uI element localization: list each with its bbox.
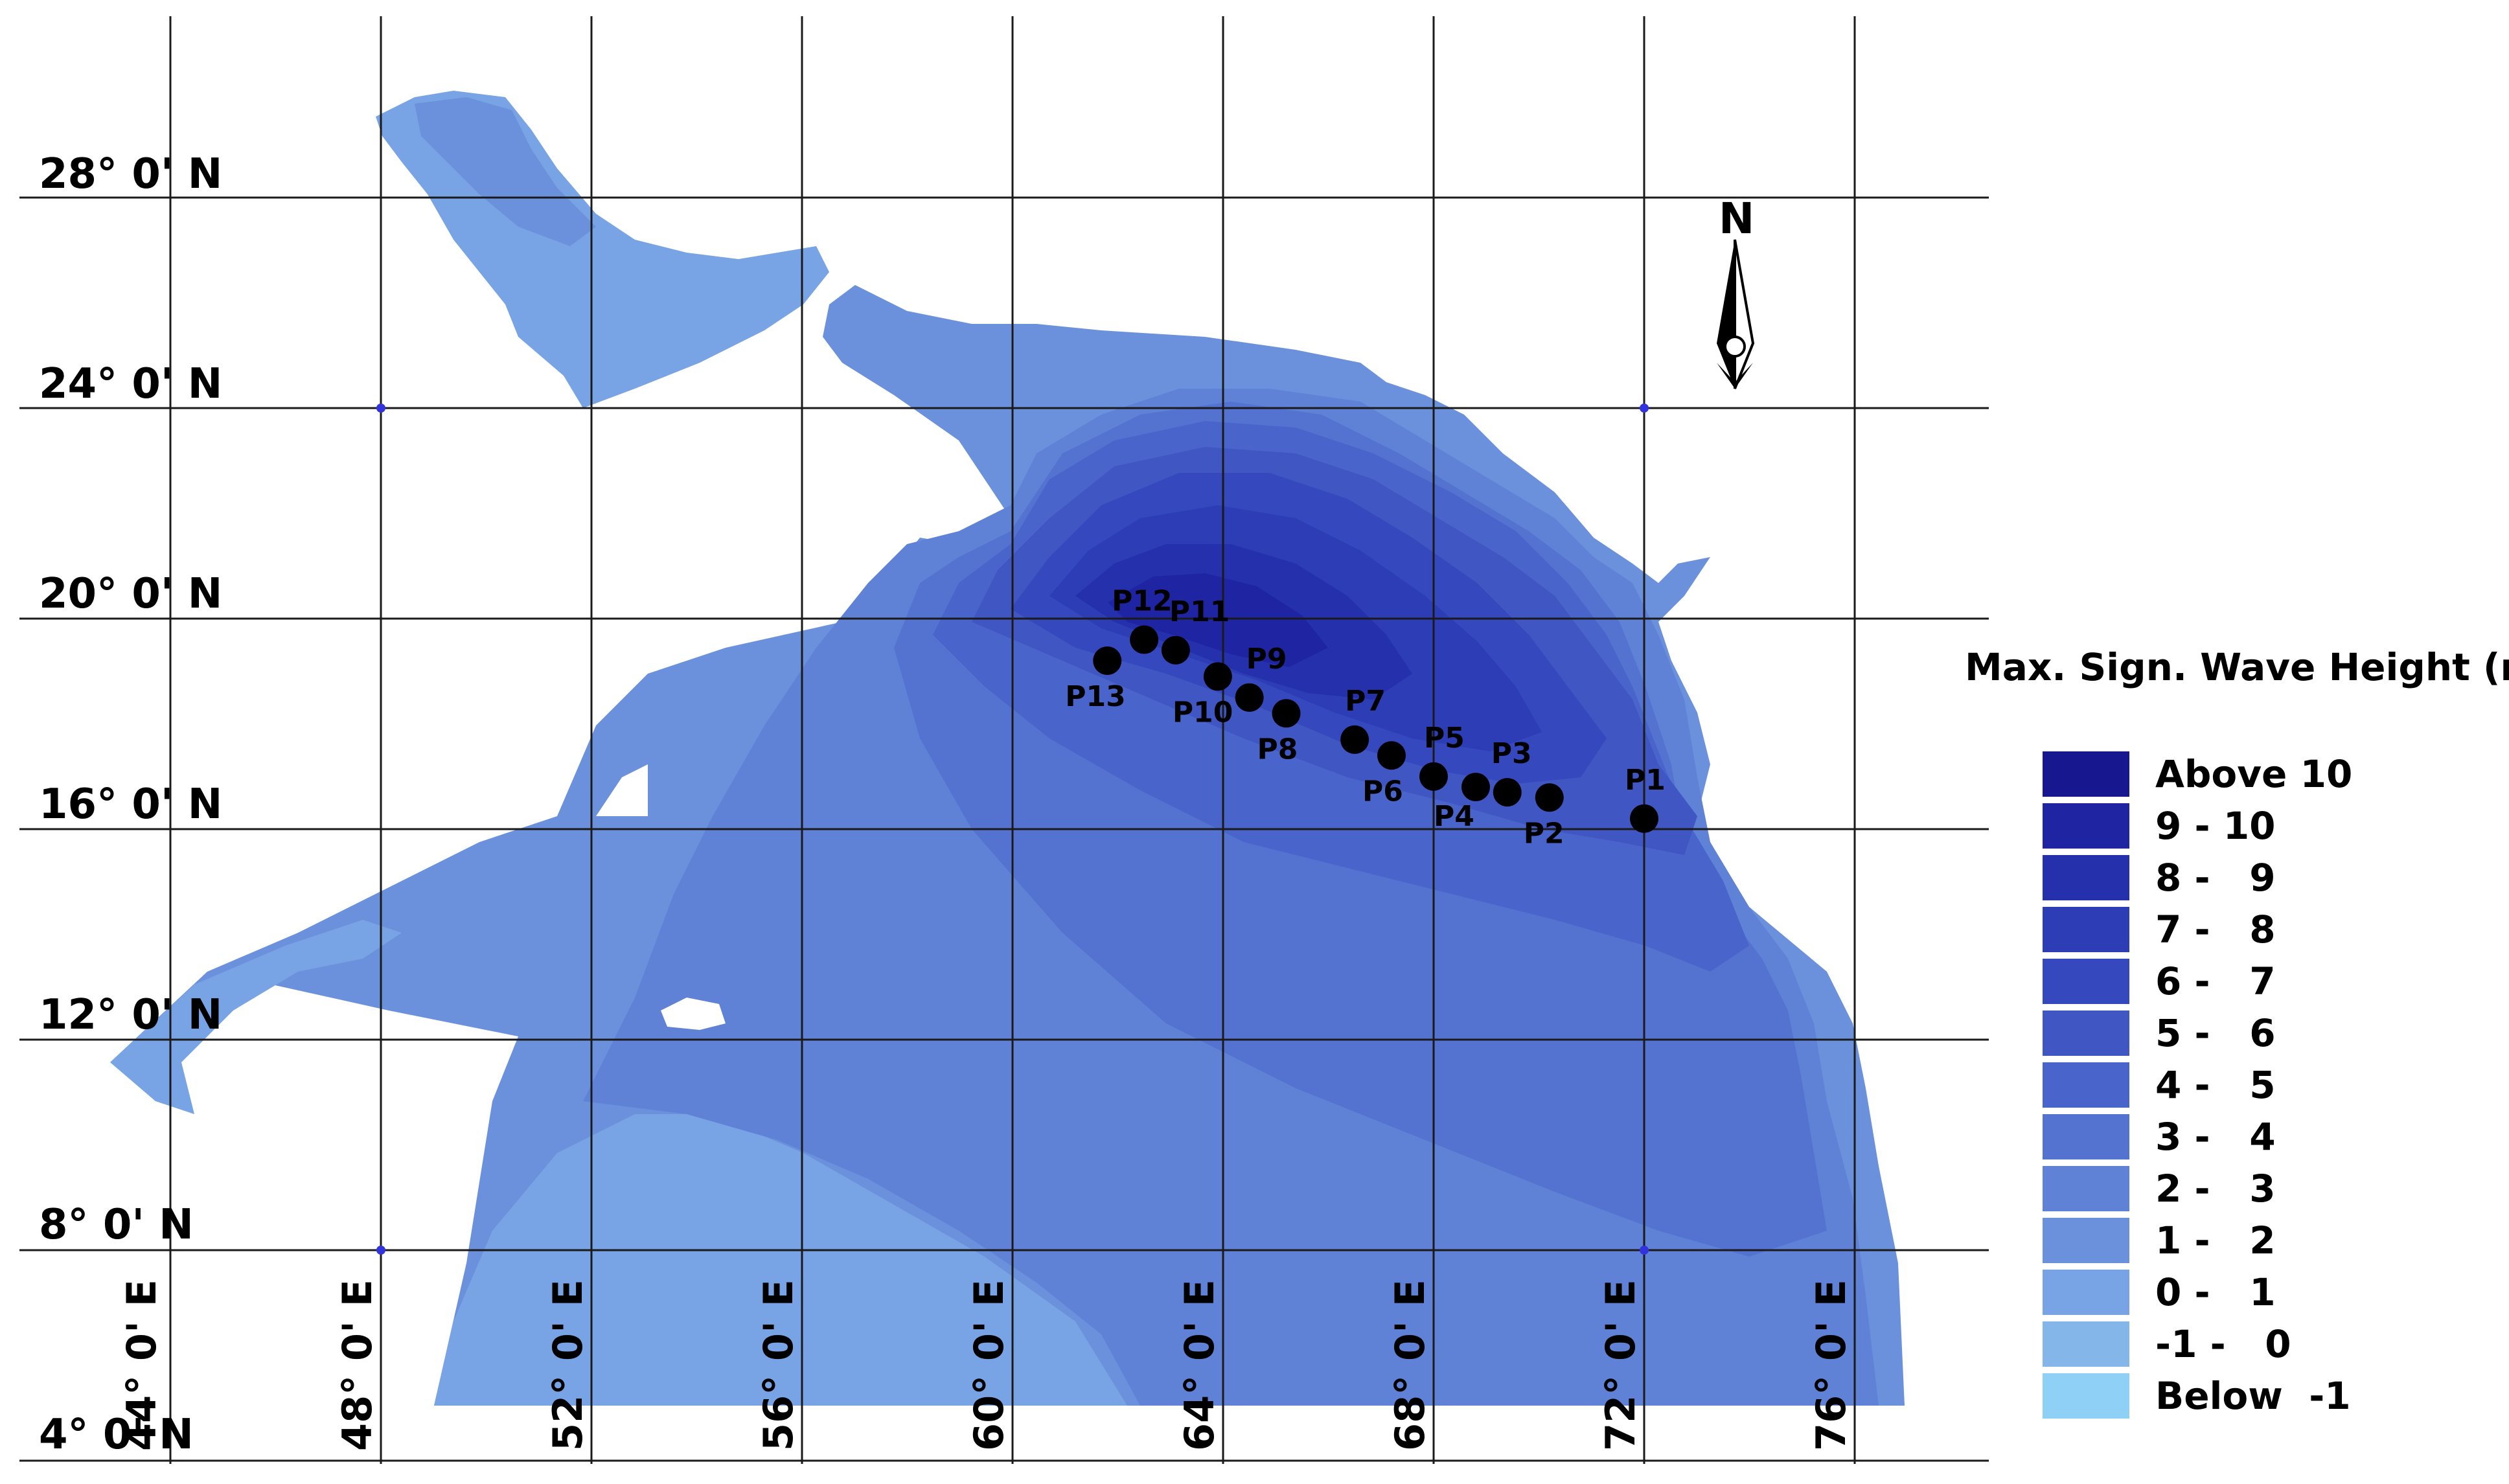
sample-point-marker <box>1493 778 1522 807</box>
legend-label: 0 - 1 <box>2155 1270 2276 1314</box>
legend-title: Max. Sign. Wave Height (m) <box>1965 645 2509 689</box>
lon-label: 76° 0' E <box>1807 1279 1855 1451</box>
sample-point-label: P9 <box>1246 643 1287 676</box>
lat-label: 28° 0' N <box>39 150 222 198</box>
sample-point-label: P2 <box>1524 817 1564 850</box>
longitude-labels: 44° 0' E 48° 0' E 52° 0' E 56° 0' E 60° … <box>118 1279 1855 1451</box>
legend-label: 7 - 8 <box>2155 908 2276 952</box>
sample-point-label: P11 <box>1169 595 1230 628</box>
contour-gulf-north <box>415 97 596 246</box>
legend-swatch <box>2043 1218 2129 1263</box>
sample-point-marker <box>1235 683 1264 712</box>
sample-point-label: P8 <box>1257 733 1298 766</box>
north-arrow-pivot <box>1724 336 1746 358</box>
legend-swatch <box>2043 1010 2129 1056</box>
lat-label: 12° 0' N <box>39 991 222 1039</box>
north-label: N <box>1719 194 1754 244</box>
legend-swatch <box>2043 907 2129 952</box>
wave-contours <box>110 91 1905 1406</box>
contour-9-10 <box>1108 573 1328 667</box>
lat-label: 4° 0' N <box>39 1411 194 1459</box>
legend-swatch <box>2043 959 2129 1004</box>
legend-swatch <box>2043 1270 2129 1315</box>
legend-swatch <box>2043 803 2129 849</box>
legend-swatch <box>2043 751 2129 797</box>
sample-point-marker <box>1272 699 1301 728</box>
legend-swatch <box>2043 1373 2129 1419</box>
lon-label: 60° 0' E <box>965 1279 1013 1451</box>
lon-label: 64° 0' E <box>1176 1279 1223 1451</box>
legend-label: 3 - 4 <box>2155 1115 2276 1159</box>
sample-point-marker <box>1093 646 1122 675</box>
sample-point-label: P3 <box>1491 737 1532 770</box>
legend-label: 6 - 7 <box>2155 959 2276 1003</box>
legend-swatch <box>2043 1166 2129 1211</box>
lat-label: 20° 0' N <box>39 570 222 618</box>
lon-label: 68° 0' E <box>1386 1279 1434 1451</box>
legend-swatch <box>2043 1321 2129 1367</box>
legend-swatch <box>2043 855 2129 900</box>
lon-label: 48° 0' E <box>334 1279 381 1451</box>
sample-point-label: P10 <box>1173 696 1233 729</box>
sample-point-marker <box>1419 762 1448 791</box>
sample-point-label: P5 <box>1424 722 1465 755</box>
legend-label: 4 - 5 <box>2155 1063 2276 1107</box>
land-notch-oman <box>596 764 648 816</box>
grid-marker-dots <box>376 404 1649 1255</box>
sample-point-label: P1 <box>1625 764 1666 797</box>
sample-point-marker <box>1630 804 1658 833</box>
sample-point-label: P4 <box>1434 800 1474 833</box>
sample-point-marker <box>1340 725 1369 754</box>
sample-point-marker <box>1535 783 1564 812</box>
sample-point-marker <box>1161 635 1190 665</box>
lon-label: 52° 0' E <box>544 1279 591 1451</box>
sample-point-label: P6 <box>1362 775 1403 808</box>
sample-point-label: P7 <box>1345 685 1386 718</box>
sample-point-marker <box>1461 773 1490 801</box>
island-socotra <box>661 998 726 1030</box>
legend-label: -1 - 0 <box>2155 1322 2291 1366</box>
sample-point-label: P13 <box>1065 680 1125 713</box>
lat-label: 24° 0' N <box>39 360 222 408</box>
grid-dot <box>1640 1246 1649 1255</box>
lon-label: 72° 0' E <box>1597 1279 1644 1451</box>
legend-swatch <box>2043 1114 2129 1159</box>
legend-label: 5 - 6 <box>2155 1011 2276 1055</box>
legend-label: 1 - 2 <box>2155 1218 2276 1262</box>
latitude-labels: 28° 0' N 24° 0' N 20° 0' N 16° 0' N 12° … <box>39 150 222 1459</box>
sample-point-marker <box>1130 625 1159 654</box>
legend-label: 9 - 10 <box>2155 804 2276 848</box>
sample-point-marker <box>1203 662 1232 691</box>
legend-label: 8 - 9 <box>2155 856 2276 900</box>
north-arrow-icon: N <box>1717 194 1754 389</box>
legend-label: Above 10 <box>2155 752 2352 796</box>
contour-red-sea <box>110 920 402 1114</box>
lat-label: 16° 0' N <box>39 781 222 828</box>
grid-dot <box>376 404 385 413</box>
legend: Max. Sign. Wave Height (m) Above 10 9 - 1… <box>1965 645 2509 1419</box>
lon-label: 44° 0' E <box>118 1279 165 1451</box>
north-arrow-tail <box>1717 363 1753 389</box>
sample-point-marker <box>1377 741 1406 770</box>
lon-label: 56° 0' E <box>755 1279 802 1451</box>
legend-label: 2 - 3 <box>2155 1167 2276 1211</box>
graticule <box>19 16 1989 1464</box>
contour-south-light <box>434 1114 1127 1406</box>
legend-items: Above 10 9 - 10 8 - 9 7 - 8 6 - 7 5 - 6 4 - 5 3… <box>2043 751 2352 1419</box>
grid-dot <box>1640 404 1649 413</box>
legend-swatch <box>2043 1062 2129 1108</box>
lat-label: 8° 0' N <box>39 1201 194 1249</box>
legend-label: Below -1 <box>2155 1374 2351 1418</box>
grid-dot <box>376 1246 385 1255</box>
sample-point-label: P12 <box>1112 585 1172 618</box>
